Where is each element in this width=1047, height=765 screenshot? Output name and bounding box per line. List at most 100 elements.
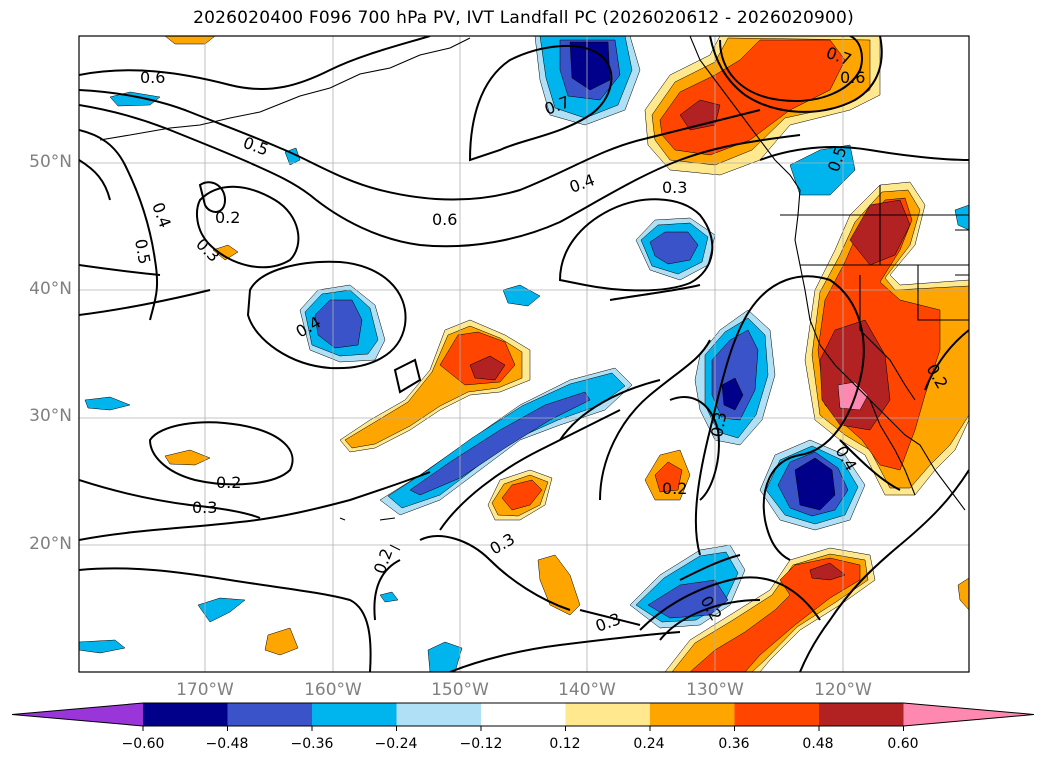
contour-line	[79, 264, 161, 276]
lon-label: 150°W	[431, 680, 489, 700]
pv-fill-negative	[379, 591, 399, 603]
lat-label: 40°N	[29, 279, 72, 299]
pv-fill-positive	[501, 479, 543, 511]
colorbar-extend-min	[12, 703, 143, 726]
contour-line	[609, 284, 701, 301]
colorbar-tick-label: 0.36	[718, 736, 750, 752]
contour-label: 0.3	[192, 498, 217, 517]
contour-line	[579, 609, 641, 626]
pv-fill-positive	[164, 449, 211, 466]
contour-label: 0.6	[432, 210, 457, 229]
colorbar	[11, 702, 1035, 731]
pv-fill-positive	[469, 355, 506, 381]
colorbar-segment	[481, 703, 566, 726]
contour-line	[759, 146, 969, 161]
contour-line	[373, 559, 401, 621]
lon-label: 160°W	[304, 680, 362, 700]
pv-fill-negative	[649, 231, 699, 265]
contour-line	[709, 36, 883, 113]
contour-line	[679, 554, 741, 581]
contour-line	[558, 198, 714, 292]
colorbar-tick-label: 0.12	[549, 736, 581, 752]
pv-fill-negative	[79, 639, 126, 654]
contour-line	[79, 129, 159, 321]
colorbar-segment	[734, 703, 820, 726]
colorbar-segment	[565, 703, 651, 726]
map-title: 2026020400 F096 700 hPa PV, IVT Landfall…	[193, 8, 854, 28]
pv-fill-positive	[212, 244, 239, 261]
pv-fill-positive	[654, 461, 683, 493]
pv-fill-positive	[957, 577, 969, 611]
colorbar-tick-label: 0.60	[887, 736, 919, 752]
colorbar-segment	[650, 703, 735, 726]
lon-label: 120°W	[814, 680, 872, 700]
pv-fill-negative	[314, 299, 363, 349]
contour-label: 0.6	[140, 68, 165, 87]
lat-label: 20°N	[29, 534, 72, 554]
contour-line	[196, 185, 300, 269]
pv-fill-positive	[689, 557, 861, 672]
contour-line	[419, 535, 571, 611]
lon-label: 170°W	[176, 680, 234, 700]
coastlines	[99, 36, 969, 551]
contour-line	[439, 409, 621, 531]
pv-fill-negative	[427, 641, 463, 672]
contour-line	[148, 421, 294, 486]
colorbar-segment	[396, 703, 482, 726]
colorbar-segment	[312, 703, 397, 726]
contour-line	[198, 181, 227, 213]
contour-line	[79, 89, 761, 201]
contour-line	[799, 469, 969, 672]
contours	[79, 36, 969, 672]
contour-line	[719, 36, 863, 102]
contour-line	[559, 379, 661, 441]
contour-label: 0.3	[662, 178, 687, 197]
lat-label: 30°N	[29, 406, 72, 426]
colorbar-segments	[11, 702, 1035, 727]
contour-label: 0.2	[662, 479, 687, 498]
contour-line	[393, 358, 422, 394]
pv-fill-positive	[537, 554, 581, 616]
colorbar-tick-label: −0.48	[205, 736, 249, 752]
colorbar-tick-label: −0.12	[459, 736, 503, 752]
colorbar-tick-label: 0.48	[802, 736, 834, 752]
map-frame	[78, 35, 970, 673]
colorbar-tick-label: −0.36	[290, 736, 334, 752]
contour-label: 0.3	[707, 410, 730, 438]
pv-fill-negative	[794, 457, 836, 511]
colorbar-tick-label: −0.24	[374, 736, 418, 752]
lat-label: 50°N	[29, 152, 72, 172]
contour-line	[639, 576, 821, 631]
contour-line	[79, 36, 431, 91]
contour-label: 0.6	[840, 68, 865, 87]
contour-label: 0.2	[216, 473, 241, 492]
colorbar-segment	[227, 703, 313, 726]
pv-fill-negative	[721, 377, 744, 411]
graticule	[79, 36, 969, 672]
contour-line	[79, 159, 111, 201]
lon-label: 130°W	[686, 680, 744, 700]
contour-line	[79, 471, 431, 541]
lon-label: 140°W	[558, 680, 616, 700]
contour-line	[924, 329, 969, 391]
colorbar-segment	[143, 703, 228, 726]
contour-line	[694, 275, 865, 561]
colorbar-tick-label: −0.60	[121, 736, 165, 752]
pv-fill-negative	[84, 396, 131, 411]
pv-fill-negative	[954, 204, 969, 231]
pv-fill-positive	[264, 627, 299, 656]
colorbar-tick-label: 0.24	[633, 736, 665, 752]
contour-label: 0.2	[215, 208, 240, 227]
contour-line	[669, 396, 720, 501]
contour-line	[599, 339, 711, 501]
map-plot-area	[79, 36, 969, 672]
pv-fill-negative	[197, 597, 246, 623]
contour-line	[246, 260, 407, 370]
pv-fill-positive	[809, 562, 846, 581]
colorbar-extend-max	[903, 703, 1034, 726]
contour-label: 0.5	[131, 237, 154, 265]
contour-line	[79, 567, 372, 672]
contour-line	[79, 104, 801, 248]
contour-line	[449, 631, 681, 672]
